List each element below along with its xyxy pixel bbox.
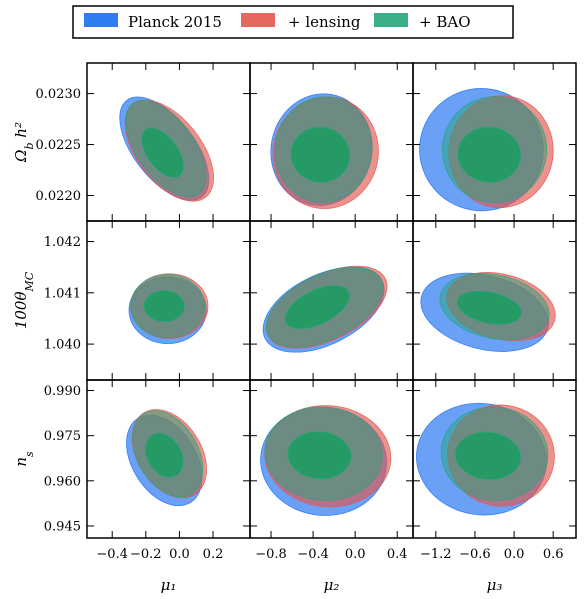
contour-group bbox=[416, 402, 555, 516]
legend-label-1: Planck 2015 bbox=[128, 13, 222, 31]
legend-swatch-3 bbox=[374, 13, 408, 27]
contour-group bbox=[262, 265, 388, 353]
x-tick-label: −0.4 bbox=[96, 547, 128, 562]
x-tick-label: 0.6 bbox=[543, 547, 564, 562]
bao-contour-68 bbox=[457, 126, 521, 183]
y-tick-label: 0.0220 bbox=[36, 189, 82, 204]
x-tick-label: 0.2 bbox=[203, 547, 224, 562]
bao-contour-68 bbox=[284, 285, 350, 330]
y-tick-label: 0.0230 bbox=[36, 87, 82, 102]
y-tick-label: 0.945 bbox=[44, 519, 81, 534]
y-tick-label: 1.041 bbox=[44, 286, 81, 301]
panel-r2-c1 bbox=[86, 220, 251, 381]
bao-contour-68 bbox=[287, 431, 352, 480]
legend-swatch-1 bbox=[84, 13, 118, 27]
x-tick-label: 0.0 bbox=[169, 547, 190, 562]
contour-group bbox=[126, 409, 207, 507]
panel-r3-c2 bbox=[249, 379, 414, 539]
contour-group bbox=[270, 93, 379, 210]
panel-r1-c3 bbox=[412, 62, 577, 222]
panel-frame bbox=[412, 379, 577, 539]
x-tick-label: −0.2 bbox=[130, 547, 162, 562]
y-tick-label: 0.975 bbox=[44, 429, 81, 444]
y-axis-label-1: Ωb h² bbox=[12, 122, 36, 163]
x-axis-label-2: μ₂ bbox=[324, 576, 340, 594]
bao-contour-68 bbox=[456, 290, 522, 325]
x-tick-label: 0.4 bbox=[387, 547, 408, 562]
contour-group bbox=[260, 405, 392, 516]
contour-group bbox=[119, 96, 214, 202]
panel-r1-c2 bbox=[249, 62, 414, 222]
legend-label-3: + BAO bbox=[419, 13, 471, 31]
x-axis-label-3: μ₃ bbox=[487, 576, 503, 594]
y-tick-label: 1.042 bbox=[44, 235, 81, 250]
y-axis-label-3: ns bbox=[12, 451, 36, 467]
x-axis-label-1: μ₁ bbox=[161, 576, 177, 594]
bao-contour-68 bbox=[141, 127, 184, 178]
legend-label-2: + lensing bbox=[288, 13, 361, 31]
legend-frame bbox=[72, 5, 514, 39]
legend: Planck 2015 + lensing + BAO bbox=[72, 5, 514, 39]
y-tick-label: 1.040 bbox=[44, 338, 81, 353]
panel-r3-c1 bbox=[86, 379, 251, 539]
panel-r2-c2 bbox=[249, 220, 414, 381]
contour-group bbox=[420, 272, 556, 352]
x-tick-label: 0.0 bbox=[504, 547, 525, 562]
x-tick-label: −0.4 bbox=[297, 547, 329, 562]
bao-contour-68 bbox=[455, 431, 521, 480]
contour-group bbox=[419, 88, 554, 212]
y-tick-label: 0.990 bbox=[44, 384, 81, 399]
contour-group bbox=[128, 273, 209, 344]
x-tick-label: 0.0 bbox=[345, 547, 366, 562]
bao-contour-68 bbox=[143, 290, 185, 322]
y-axis-label-2: 100θMC bbox=[12, 271, 36, 329]
panel-r2-c3 bbox=[412, 220, 577, 381]
y-tick-label: 0.0225 bbox=[36, 138, 82, 153]
bao-contour-68 bbox=[290, 126, 351, 183]
panel-r1-c1 bbox=[86, 62, 251, 222]
y-tick-label: 0.960 bbox=[44, 474, 81, 489]
x-tick-label: −0.6 bbox=[459, 547, 491, 562]
x-tick-label: −1.2 bbox=[420, 547, 452, 562]
legend-swatch-2 bbox=[241, 13, 275, 27]
panel-r3-c3 bbox=[412, 379, 577, 539]
x-tick-label: −0.8 bbox=[255, 547, 287, 562]
bao-contour-68 bbox=[145, 432, 184, 478]
